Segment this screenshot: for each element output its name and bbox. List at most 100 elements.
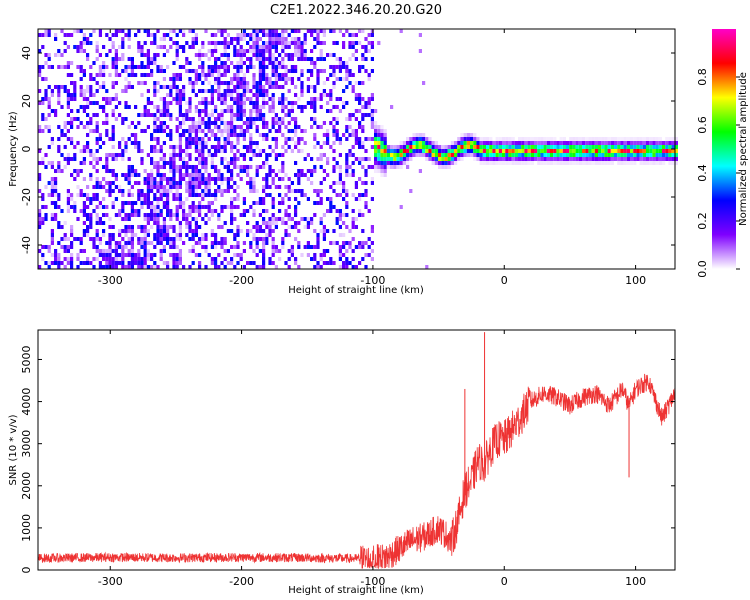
heatmap-cell xyxy=(92,93,96,97)
heatmap-cell xyxy=(246,125,250,129)
heatmap-cell xyxy=(258,37,262,41)
heatmap-cell xyxy=(354,93,358,97)
heatmap-cell xyxy=(246,261,250,265)
heatmap-cell xyxy=(364,265,368,269)
heatmap-cell xyxy=(662,157,666,161)
heatmap-cell xyxy=(268,57,272,61)
heatmap-cell xyxy=(601,145,605,149)
heatmap-cell xyxy=(54,33,58,37)
heatmap-cell xyxy=(201,145,205,149)
heatmap-cell xyxy=(153,57,157,61)
heatmap-cell xyxy=(236,33,240,37)
heatmap-cell xyxy=(82,249,86,253)
heatmap-cell xyxy=(338,181,342,185)
heatmap-cell xyxy=(390,157,394,161)
heatmap-cell xyxy=(358,241,362,245)
heatmap-cell xyxy=(217,57,221,61)
heatmap-cell xyxy=(175,49,179,53)
heatmap-cell xyxy=(172,73,176,77)
heatmap-cell xyxy=(246,89,250,93)
heatmap-cell xyxy=(95,113,99,117)
heatmap-cell xyxy=(76,141,80,145)
heatmap-cell xyxy=(102,81,106,85)
heatmap-cell xyxy=(198,101,202,105)
heatmap-cell xyxy=(182,89,186,93)
heatmap-cell xyxy=(121,201,125,205)
heatmap-cell xyxy=(338,61,342,65)
heatmap-cell xyxy=(284,149,288,153)
heatmap-cell xyxy=(242,29,246,33)
heatmap-cell xyxy=(335,117,339,121)
heatmap-cell xyxy=(214,45,218,49)
heatmap-cell xyxy=(226,261,230,265)
heatmap-cell xyxy=(476,145,480,149)
heatmap-cell xyxy=(230,205,234,209)
heatmap-cell xyxy=(214,125,218,129)
heatmap-cell xyxy=(194,157,198,161)
heatmap-cell xyxy=(66,205,70,209)
heatmap-cell xyxy=(578,161,582,165)
heatmap-cell xyxy=(380,169,384,173)
heatmap-cell xyxy=(297,177,301,181)
heatmap-cell xyxy=(463,137,467,141)
heatmap-cell xyxy=(639,145,643,149)
heatmap-cell xyxy=(294,49,298,53)
heatmap-cell xyxy=(255,141,259,145)
heatmap-cell xyxy=(370,57,374,61)
heatmap-cell xyxy=(239,61,243,65)
heatmap-cell xyxy=(329,121,333,125)
heatmap-cell xyxy=(172,77,176,81)
heatmap-cell xyxy=(255,93,259,97)
heatmap-cell xyxy=(76,125,80,129)
heatmap-cell xyxy=(537,153,541,157)
heatmap-cell xyxy=(76,173,80,177)
heatmap-cell xyxy=(540,145,544,149)
heatmap-cell xyxy=(217,225,221,229)
heatmap-cell xyxy=(191,177,195,181)
heatmap-cell xyxy=(454,161,458,165)
heatmap-cell xyxy=(502,161,506,165)
heatmap-cell xyxy=(121,253,125,257)
heatmap-cell xyxy=(92,129,96,133)
heatmap-cell xyxy=(303,141,307,145)
heatmap-cell xyxy=(150,177,154,181)
heatmap-cell xyxy=(242,137,246,141)
heatmap-cell xyxy=(118,73,122,77)
heatmap-cell xyxy=(607,161,611,165)
heatmap-cell xyxy=(188,81,192,85)
heatmap-cell xyxy=(582,141,586,145)
heatmap-cell xyxy=(214,117,218,121)
heatmap-cell xyxy=(332,105,336,109)
heatmap-cell xyxy=(361,157,365,161)
heatmap-cell xyxy=(44,153,48,157)
colorbar-ticks: 0.00.20.40.60.8 xyxy=(696,68,740,278)
heatmap-cell xyxy=(258,45,262,49)
heatmap-cell xyxy=(322,141,326,145)
heatmap-cell xyxy=(258,77,262,81)
heatmap-cell xyxy=(338,209,342,213)
heatmap-cell xyxy=(140,81,144,85)
heatmap-cell xyxy=(310,181,314,185)
heatmap-cell xyxy=(498,145,502,149)
heatmap-cell xyxy=(41,113,45,117)
heatmap-cell xyxy=(668,157,672,161)
heatmap-cell xyxy=(290,77,294,81)
heatmap-cell xyxy=(236,61,240,65)
heatmap-cell xyxy=(418,137,422,141)
heatmap-cell xyxy=(271,57,275,61)
heatmap-cell xyxy=(617,161,621,165)
heatmap-cell xyxy=(169,93,173,97)
heatmap-cell xyxy=(92,153,96,157)
heatmap-cell xyxy=(268,261,272,265)
heatmap-cell xyxy=(300,85,304,89)
heatmap-cell xyxy=(553,141,557,145)
heatmap-cell xyxy=(118,213,122,217)
heatmap-cell xyxy=(98,33,102,37)
heatmap-cell xyxy=(588,153,592,157)
heatmap-cell xyxy=(63,237,67,241)
heatmap-cell xyxy=(278,129,282,133)
heatmap-cell xyxy=(175,217,179,221)
heatmap-cell xyxy=(73,177,77,181)
heatmap-cell xyxy=(41,129,45,133)
heatmap-cell xyxy=(287,41,291,45)
